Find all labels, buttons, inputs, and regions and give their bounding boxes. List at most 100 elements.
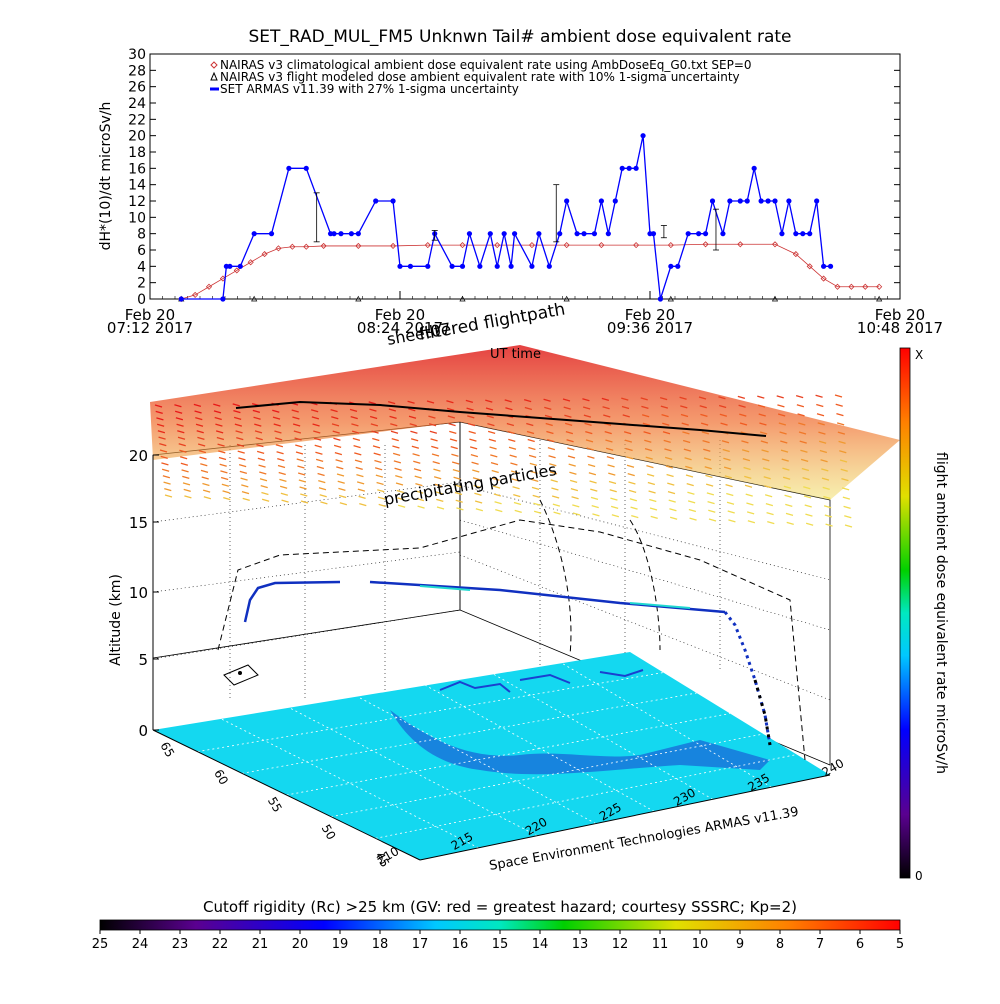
- data-point: [820, 275, 827, 282]
- particle-dash: [805, 513, 813, 517]
- y-tick-label: 24: [128, 96, 146, 112]
- particle-dash: [582, 406, 591, 410]
- particle-dash: [272, 409, 280, 413]
- particle-dash: [199, 456, 207, 460]
- particle-dash: [279, 485, 288, 489]
- particle-dash: [448, 423, 456, 427]
- particle-dash: [215, 423, 223, 427]
- particle-dash: [760, 440, 769, 444]
- data-point: [563, 295, 570, 302]
- particle-dash: [355, 466, 363, 470]
- data-point: [702, 241, 709, 248]
- particle-dash: [531, 478, 539, 482]
- particle-dash: [374, 459, 382, 464]
- particle-dash: [372, 445, 381, 449]
- particle-dash: [339, 502, 348, 506]
- particle-dash: [505, 407, 513, 411]
- particle-dash: [815, 394, 823, 398]
- particle-dash: [643, 431, 651, 435]
- particle-dash: [470, 453, 479, 458]
- particle-dash: [407, 400, 415, 404]
- particle-dash: [504, 399, 512, 403]
- particle-dash: [428, 423, 437, 427]
- data-point: [373, 198, 379, 204]
- series-group: [178, 133, 883, 303]
- particle-dash: [647, 481, 656, 486]
- particle-dash: [524, 406, 533, 411]
- particle-dash: [739, 413, 747, 417]
- particle-dash: [412, 453, 420, 457]
- particle-dash: [164, 494, 173, 498]
- legend-label: SET ARMAS v11.39 with 27% 1-sigma uncert…: [220, 82, 519, 96]
- floor-grid-line: [425, 685, 655, 812]
- dose-colorbar: [899, 347, 911, 879]
- particle-dash: [719, 413, 728, 417]
- data-point: [192, 291, 199, 298]
- particle-dash: [680, 405, 688, 409]
- particle-dashes: [154, 394, 853, 528]
- data-point: [650, 231, 657, 237]
- particle-dash: [778, 422, 787, 426]
- particle-dash: [659, 396, 668, 401]
- particle-dash: [274, 437, 283, 441]
- particle-dash: [587, 455, 595, 459]
- particle-dash: [549, 471, 558, 475]
- particle-dash: [783, 485, 792, 489]
- particle-dash: [300, 500, 309, 504]
- particle-dash: [784, 494, 792, 498]
- particle-dash: [629, 498, 638, 502]
- particle-dash: [803, 486, 811, 490]
- particle-dash: [467, 423, 476, 427]
- flightpath-wall-projection: [217, 519, 806, 761]
- particle-dash: [510, 470, 519, 474]
- particle-dash: [156, 417, 164, 421]
- particle-dash: [220, 470, 228, 474]
- particle-dash: [318, 479, 326, 484]
- particle-dash: [356, 473, 364, 478]
- particle-dash: [621, 397, 629, 401]
- data-point: [557, 231, 563, 237]
- particle-dash: [486, 415, 494, 419]
- particle-dash: [739, 422, 748, 426]
- particle-dash: [297, 465, 305, 469]
- particle-dash: [741, 449, 750, 453]
- particle-dash: [606, 455, 615, 460]
- y-axis-title: dH*(10)/dt microSv/h: [98, 102, 114, 251]
- particle-dash: [611, 514, 620, 518]
- particle-dash: [155, 410, 163, 415]
- particle-dash: [272, 416, 281, 420]
- y-tick-label: 0: [137, 292, 146, 308]
- particle-dash: [259, 478, 268, 482]
- particle-dash: [699, 405, 707, 409]
- particle-dash: [726, 492, 734, 497]
- particle-dash: [235, 430, 243, 434]
- particle-dash: [474, 500, 483, 504]
- data-point: [528, 242, 536, 249]
- rigidity-tick-label: 20: [292, 937, 309, 952]
- data-point: [178, 296, 184, 302]
- lat-tick-label: 45: [372, 850, 392, 870]
- particle-dash: [546, 430, 554, 435]
- particle-dash: [314, 444, 322, 448]
- particle-dash: [397, 504, 406, 508]
- particle-dash: [239, 470, 248, 475]
- particle-dash: [469, 446, 478, 450]
- particle-dash: [646, 464, 654, 469]
- particle-dash: [747, 520, 756, 524]
- data-point: [702, 231, 709, 237]
- particle-dash: [668, 499, 676, 503]
- particle-dash: [564, 414, 572, 418]
- particle-dash: [202, 489, 211, 493]
- particle-dash: [650, 515, 658, 520]
- particle-dash: [358, 495, 366, 499]
- particle-dash: [473, 484, 481, 489]
- particle-dash: [331, 423, 340, 427]
- particle-dash: [603, 414, 611, 418]
- particle-dash: [177, 436, 186, 440]
- particle-dash: [646, 473, 655, 477]
- lat-axis-ticks: 65 60 55 50 45: [157, 740, 392, 870]
- particle-dash: [291, 409, 299, 413]
- data-point: [605, 231, 611, 237]
- particle-dash: [844, 515, 852, 519]
